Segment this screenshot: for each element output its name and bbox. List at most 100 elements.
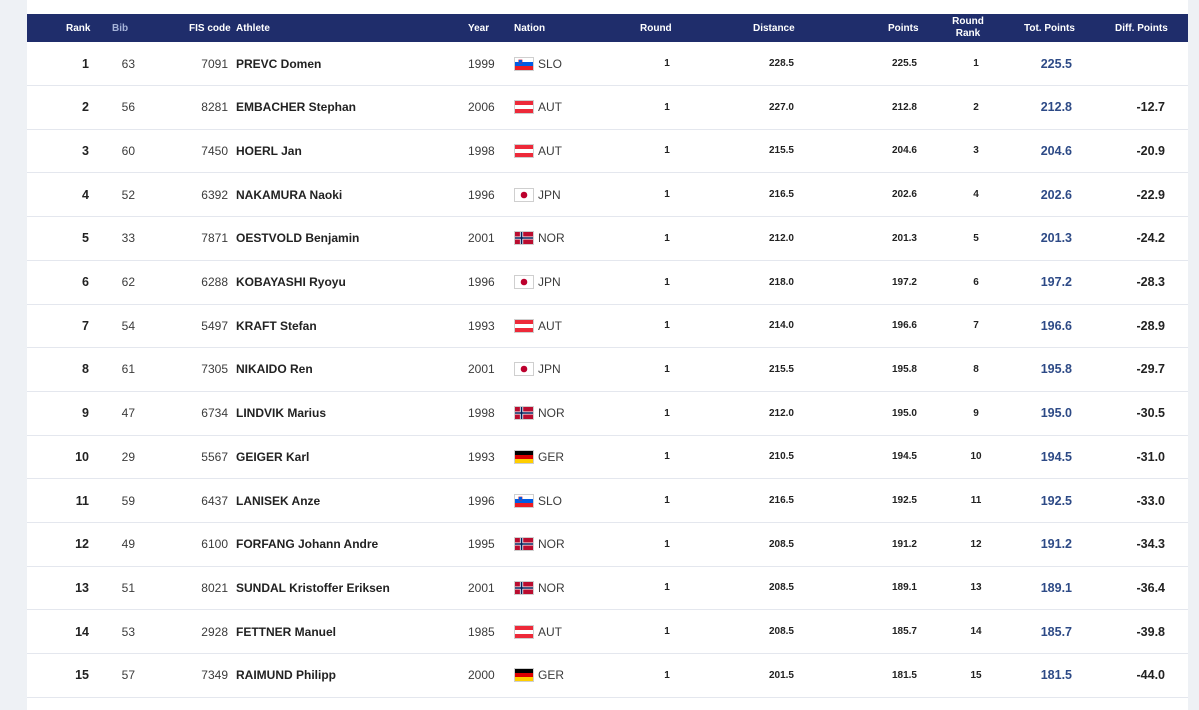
table-row[interactable]: 13 51 8021 SUNDAL Kristoffer Eriksen 2001 1 20… bbox=[27, 566, 1188, 611]
distance-cell: 216.5 bbox=[768, 189, 794, 201]
table-row[interactable]: 2 56 8281 EMBACHER Stephan 2006 1 227.0 212.8 2 2… bbox=[27, 86, 1188, 130]
diff-points-cell: -29.7 bbox=[1136, 362, 1166, 377]
diff-points-cell: -34.3 bbox=[1136, 537, 1166, 552]
athlete-name[interactable]: NAKAMURA Naoki bbox=[236, 187, 343, 202]
round-cell: 1 bbox=[664, 320, 670, 332]
header-athlete[interactable]: Athlete bbox=[236, 22, 270, 34]
athlete-name[interactable]: PREVC Domen bbox=[236, 56, 322, 71]
distance-cell: 228.5 bbox=[768, 58, 794, 69]
athlete-name[interactable]: HOERL Jan bbox=[236, 143, 302, 158]
nation-code: NOR bbox=[538, 580, 565, 595]
points-cell: 204.6 bbox=[891, 145, 917, 157]
athlete-name[interactable]: GEIGER Karl bbox=[236, 449, 310, 464]
nation-cell: JPN bbox=[514, 348, 604, 391]
year-cell: 1995 bbox=[468, 537, 495, 552]
header-fis-code[interactable]: FIS code bbox=[189, 22, 231, 34]
distance-cell: 215.5 bbox=[768, 363, 794, 375]
athlete-name[interactable]: FORFANG Johann Andre bbox=[236, 537, 379, 552]
athlete-name[interactable]: LANISEK Anze bbox=[236, 493, 321, 508]
total-points-cell: 185.7 bbox=[1040, 624, 1072, 639]
slovenia-flag-icon bbox=[514, 493, 534, 508]
header-rank[interactable]: Rank bbox=[66, 22, 91, 34]
table-row[interactable]: 7 54 5497 KRAFT Stefan 1993 1 214.0 196.6 7 196.6… bbox=[27, 304, 1188, 349]
year-cell: 1996 bbox=[468, 275, 495, 289]
athlete-name[interactable]: OESTVOLD Benjamin bbox=[236, 231, 360, 246]
round-rank-cell: 4 bbox=[973, 189, 979, 201]
germany-flag-icon bbox=[514, 449, 534, 464]
diff-points-cell: -22.9 bbox=[1136, 187, 1166, 202]
athlete-name[interactable]: SUNDAL Kristoffer Eriksen bbox=[236, 580, 390, 595]
bib-cell: 56 bbox=[121, 100, 135, 115]
table-row[interactable]: 9 47 6734 LINDVIK Marius 1998 1 212.0 195.0 9 195… bbox=[27, 392, 1188, 436]
bib-cell: 60 bbox=[121, 143, 135, 158]
points-cell: 192.5 bbox=[891, 495, 917, 506]
fis-code-cell: 7871 bbox=[201, 231, 228, 246]
year-cell: 1998 bbox=[468, 406, 495, 421]
diff-points-cell: -24.2 bbox=[1136, 231, 1166, 246]
table-row[interactable]: 12 49 6100 FORFANG Johann Andre 1995 1 208.5 19… bbox=[27, 523, 1188, 567]
header-distance[interactable]: Distance bbox=[753, 22, 795, 34]
fis-code-cell: 8281 bbox=[201, 100, 228, 115]
table-row[interactable]: 4 52 6392 NAKAMURA Naoki 1996 1 216.5 202.6 4 202… bbox=[27, 173, 1188, 218]
nation-cell: AUT bbox=[514, 129, 604, 172]
round-rank-cell: 6 bbox=[973, 276, 979, 288]
table-row[interactable]: 3 60 7450 HOERL Jan 1998 1 215.5 204.6 3 204.6 -20… bbox=[27, 129, 1188, 174]
athlete-name[interactable]: EMBACHER Stephan bbox=[236, 100, 357, 115]
round-rank-cell: 11 bbox=[970, 495, 982, 506]
distance-cell: 208.5 bbox=[768, 626, 794, 638]
total-points-cell: 202.6 bbox=[1040, 187, 1072, 202]
japan-flag-icon bbox=[514, 275, 534, 289]
athlete-name[interactable]: LINDVIK Marius bbox=[236, 406, 327, 421]
header-nation[interactable]: Nation bbox=[514, 22, 546, 34]
header-round-rank[interactable]: Round Rank bbox=[946, 14, 990, 42]
total-points-cell: 197.2 bbox=[1040, 275, 1072, 289]
fis-code-cell: 8021 bbox=[201, 580, 228, 595]
bib-cell: 54 bbox=[121, 318, 135, 333]
total-points-cell: 195.0 bbox=[1040, 406, 1072, 421]
table-row[interactable]: 11 59 6437 LANISEK Anze 1996 1 216.5 192.5 11 192… bbox=[27, 479, 1188, 523]
athlete-name[interactable]: FETTNER Manuel bbox=[236, 624, 337, 639]
bib-cell: 47 bbox=[121, 406, 135, 421]
diff-points-cell bbox=[1107, 42, 1165, 85]
table-row[interactable]: 10 29 5567 GEIGER Karl 1993 1 210.5 194.5 10 194.… bbox=[27, 435, 1188, 480]
header-year[interactable]: Year bbox=[468, 22, 490, 34]
points-cell: 197.2 bbox=[891, 276, 917, 288]
athlete-name[interactable]: KOBAYASHI Ryoyu bbox=[236, 275, 346, 289]
bib-cell: 33 bbox=[121, 231, 135, 246]
rank-cell: 10 bbox=[75, 449, 89, 464]
round-cell: 1 bbox=[664, 101, 670, 113]
header-bib[interactable]: Bib bbox=[112, 22, 129, 34]
nation-code: GER bbox=[538, 668, 565, 683]
round-rank-cell: 7 bbox=[973, 320, 979, 332]
nation-cell: SLO bbox=[514, 42, 604, 85]
table-row[interactable]: 14 53 2928 FETTNER Manuel 1985 1 208.5 185.7 14 1… bbox=[27, 610, 1188, 655]
year-cell: 2001 bbox=[468, 580, 495, 595]
athlete-name[interactable]: KRAFT Stefan bbox=[236, 318, 317, 333]
total-points-cell: 212.8 bbox=[1040, 100, 1072, 115]
athlete-name[interactable]: RAIMUND Philipp bbox=[236, 668, 336, 683]
distance-cell: 227.0 bbox=[768, 101, 794, 113]
header-round[interactable]: Round bbox=[640, 22, 672, 34]
rank-cell: 3 bbox=[82, 143, 89, 158]
header-total-points[interactable]: Tot. Points bbox=[1024, 22, 1075, 34]
round-cell: 1 bbox=[664, 626, 670, 638]
points-cell: 194.5 bbox=[891, 451, 917, 463]
bib-cell: 53 bbox=[121, 624, 135, 639]
table-header: Rank Bib FIS code Athlete Year Nation Ro… bbox=[27, 14, 1188, 42]
diff-points-cell: -33.0 bbox=[1136, 493, 1166, 508]
round-rank-cell: 9 bbox=[973, 407, 979, 419]
header-points[interactable]: Points bbox=[888, 22, 919, 34]
fis-code-cell: 6288 bbox=[201, 275, 228, 289]
bib-cell: 29 bbox=[121, 449, 135, 464]
header-diff-points[interactable]: Diff. Points bbox=[1115, 22, 1168, 34]
round-rank-cell: 10 bbox=[970, 451, 982, 463]
rank-cell: 6 bbox=[82, 275, 89, 289]
round-cell: 1 bbox=[664, 276, 670, 288]
table-row[interactable]: 15 57 7349 RAIMUND Philipp 2000 1 201.5 181.5 15… bbox=[27, 654, 1188, 698]
nation-cell: SLO bbox=[514, 479, 604, 522]
athlete-name[interactable]: NIKAIDO Ren bbox=[236, 362, 313, 377]
table-row[interactable]: 8 61 7305 NIKAIDO Ren 2001 1 215.5 195.8 8 195.8 -… bbox=[27, 348, 1188, 392]
table-row[interactable]: 1 63 7091 PREVC Domen 1999 1 228.5 225.5 1 225.5 S… bbox=[27, 42, 1188, 86]
table-row[interactable]: 6 62 6288 KOBAYASHI Ryoyu 1996 1 218.0 197.2 6 19… bbox=[27, 261, 1188, 305]
table-row[interactable]: 5 33 7871 OESTVOLD Benjamin 2001 1 212.0 201.3 5… bbox=[27, 217, 1188, 261]
